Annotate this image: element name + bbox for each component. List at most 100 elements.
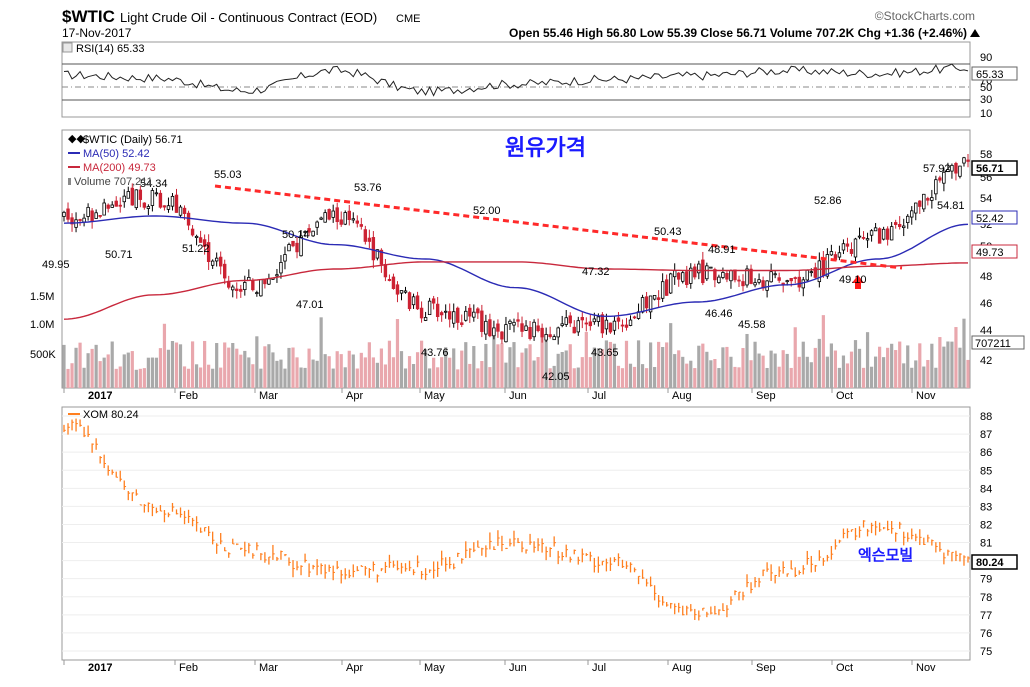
candle-body bbox=[685, 271, 689, 285]
up-arrow-icon bbox=[970, 29, 980, 37]
volume-bar bbox=[717, 368, 721, 388]
candle-body bbox=[496, 323, 500, 332]
candle-body bbox=[733, 269, 737, 281]
volume-bar bbox=[737, 367, 741, 388]
candle-body bbox=[311, 230, 315, 237]
candle-body bbox=[267, 278, 271, 285]
price-annotation: 47.32 bbox=[582, 266, 610, 278]
volume-bar bbox=[753, 341, 757, 388]
volume-bar bbox=[918, 343, 922, 388]
volume-bar bbox=[761, 355, 765, 388]
chart-date: 17-Nov-2017 bbox=[62, 26, 132, 40]
xom-tick: 85 bbox=[980, 465, 992, 477]
ma50-legend: MA(50) 52.42 bbox=[83, 148, 150, 160]
moving-averages bbox=[63, 215, 969, 320]
volume-bar bbox=[524, 348, 528, 388]
volume-bar bbox=[516, 367, 520, 388]
candle-body bbox=[303, 231, 307, 233]
volume-bar bbox=[644, 368, 649, 388]
up-arrow-icon bbox=[852, 275, 864, 289]
price-legend-icon: ◆◆ bbox=[68, 133, 85, 145]
xom-tick: 77 bbox=[980, 610, 992, 622]
ma200-line bbox=[63, 261, 968, 320]
candle-body bbox=[223, 263, 227, 279]
volume-bar bbox=[122, 354, 126, 388]
candle-body bbox=[532, 321, 536, 338]
candle-body bbox=[777, 277, 781, 281]
candle-body bbox=[86, 206, 90, 217]
volume-bar bbox=[849, 351, 854, 388]
candle-body bbox=[885, 228, 890, 240]
volume-bar bbox=[432, 357, 436, 388]
volume-tick: 500K bbox=[30, 349, 56, 361]
candle-body bbox=[572, 326, 576, 334]
rsi-collapse-icon[interactable] bbox=[62, 42, 73, 53]
candle-body bbox=[464, 310, 468, 321]
volume-bar bbox=[797, 356, 801, 388]
candle-body bbox=[588, 321, 593, 327]
volume-bar bbox=[231, 343, 235, 388]
candle-body bbox=[214, 257, 219, 262]
volume-bar bbox=[243, 350, 247, 388]
volume-bar bbox=[452, 348, 456, 388]
rsi-tick-10: 10 bbox=[980, 108, 992, 120]
candle-body bbox=[439, 312, 444, 316]
candle-body bbox=[616, 317, 621, 322]
volume-bar bbox=[608, 341, 613, 388]
volume-bar bbox=[922, 366, 926, 388]
volume-bar bbox=[938, 337, 942, 388]
candle-body bbox=[548, 334, 552, 337]
xom-tick: 86 bbox=[980, 447, 992, 459]
volume-bar bbox=[596, 348, 600, 388]
rsi-line-group bbox=[63, 63, 969, 97]
candle-body bbox=[275, 274, 279, 277]
candle-body bbox=[134, 189, 139, 209]
volume-bar bbox=[532, 360, 536, 388]
volume-bar bbox=[174, 342, 179, 388]
candle-body bbox=[427, 300, 432, 316]
volume-bar bbox=[335, 351, 339, 388]
volume-bar bbox=[825, 356, 829, 388]
exchange-label: CME bbox=[396, 13, 420, 25]
xom-last-label: 80.24 bbox=[976, 557, 1004, 569]
candle-body bbox=[689, 267, 693, 284]
month-label: Sep bbox=[756, 662, 776, 674]
volume-bar bbox=[749, 360, 753, 388]
candle-body bbox=[235, 288, 239, 292]
ma50-value-label: 52.42 bbox=[976, 213, 1004, 225]
candle-body bbox=[849, 249, 854, 254]
candle-body bbox=[231, 286, 235, 291]
candle-body bbox=[162, 205, 167, 208]
candle-body bbox=[488, 319, 492, 337]
candle-body bbox=[681, 272, 685, 282]
volume-bar bbox=[142, 368, 146, 388]
volume-bar bbox=[902, 363, 906, 388]
volume-bar bbox=[962, 318, 966, 388]
volume-bar bbox=[665, 342, 669, 388]
volume-legend-swatch bbox=[68, 178, 71, 185]
month-label: Apr bbox=[346, 662, 363, 674]
volume-bar bbox=[781, 350, 785, 388]
volume-tick: 1.5M bbox=[30, 291, 54, 303]
candle-body bbox=[596, 316, 601, 322]
volume-bar bbox=[411, 364, 416, 388]
candle-body bbox=[448, 311, 452, 320]
candle-body bbox=[399, 290, 404, 294]
volume-bar bbox=[677, 350, 681, 388]
volume-bar bbox=[126, 352, 130, 388]
volume-bar bbox=[440, 357, 444, 388]
volume-bar bbox=[134, 369, 138, 388]
price-candles bbox=[62, 153, 970, 345]
volume-bar bbox=[186, 368, 191, 388]
candle-body bbox=[82, 217, 86, 223]
candle-body bbox=[797, 276, 801, 288]
volume-bar bbox=[66, 368, 70, 388]
volume-bar bbox=[861, 367, 866, 388]
volume-bar bbox=[448, 357, 452, 388]
candle-body bbox=[729, 270, 733, 282]
volume-bar bbox=[512, 342, 516, 388]
volume-bars bbox=[62, 315, 970, 388]
volume-bar bbox=[138, 368, 142, 388]
price-annotation: 53.76 bbox=[354, 182, 382, 194]
candle-body bbox=[130, 187, 135, 206]
